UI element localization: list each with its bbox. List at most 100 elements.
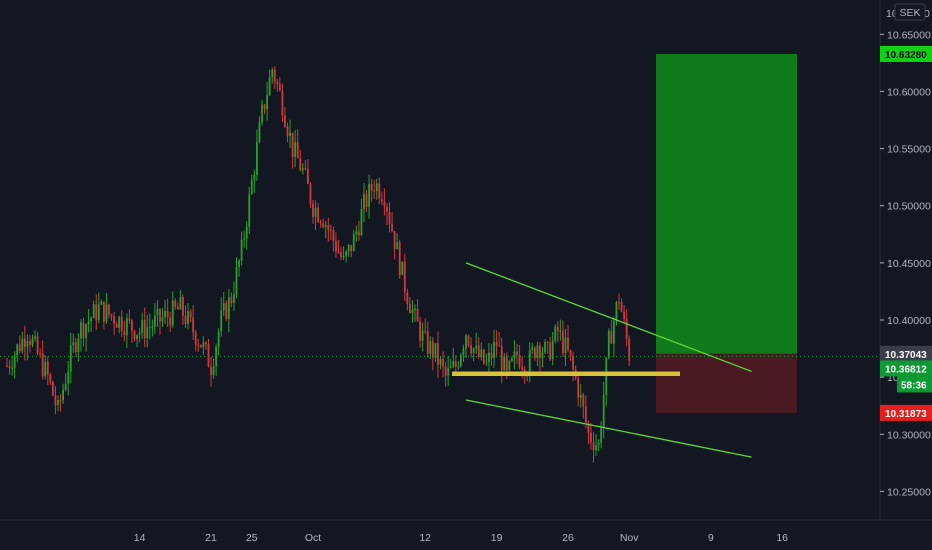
candle-down xyxy=(340,252,342,258)
candle-down xyxy=(309,184,312,204)
channel-upper-trendline[interactable] xyxy=(465,262,752,373)
candle-down xyxy=(424,330,427,332)
candle-down xyxy=(419,321,421,341)
time-tick-label: Oct xyxy=(305,532,321,544)
candle-up xyxy=(613,320,615,344)
candle-down xyxy=(299,158,302,171)
candle-down xyxy=(143,319,146,339)
candle-down xyxy=(358,231,360,236)
candle-up xyxy=(268,77,271,96)
candle-up xyxy=(452,361,455,367)
candle-up xyxy=(154,315,156,327)
candle-down xyxy=(437,342,439,365)
time-tick-label: Nov xyxy=(620,532,639,544)
candle-down xyxy=(426,331,429,354)
candle-up xyxy=(100,301,103,305)
candle-down xyxy=(500,346,503,371)
candle-up xyxy=(342,255,345,258)
candle-up xyxy=(179,297,182,310)
candle-down xyxy=(556,326,559,332)
profit-zone[interactable] xyxy=(656,53,797,354)
candle-down xyxy=(378,183,381,199)
candle-down xyxy=(29,340,31,345)
candle-up xyxy=(345,251,348,256)
candle-up xyxy=(21,338,24,351)
candle-up xyxy=(396,242,399,250)
candle-up xyxy=(235,266,238,295)
candle-up xyxy=(439,359,442,365)
time-tick-label: 14 xyxy=(134,532,146,544)
candle-down xyxy=(23,338,26,348)
candle-down xyxy=(409,303,411,314)
candle-up xyxy=(513,351,516,359)
candle-down xyxy=(569,349,572,357)
candle-down xyxy=(628,338,631,361)
candle-up xyxy=(564,337,567,353)
candle-up xyxy=(595,445,597,451)
candle-up xyxy=(449,366,452,368)
candle-up xyxy=(531,347,534,350)
candle-up xyxy=(360,209,363,236)
price-axis[interactable]: 10.70000 SEK 10.2500010.3000010.3500010.… xyxy=(879,0,932,520)
time-tick-label: 12 xyxy=(419,532,431,544)
candle-up xyxy=(62,389,64,401)
plot-area[interactable] xyxy=(0,53,880,463)
price-tick-label: 10.60000 xyxy=(887,86,931,98)
currency-label: SEK xyxy=(899,7,920,19)
price-tag-current[interactable]: 10.36812 58:36 xyxy=(880,360,932,393)
candle-down xyxy=(263,104,266,110)
candle-down xyxy=(623,311,625,320)
candle-up xyxy=(105,304,108,322)
price-tag-bg xyxy=(880,360,932,377)
candle-up xyxy=(164,310,166,318)
candle-down xyxy=(518,355,521,368)
candle-up xyxy=(579,394,582,398)
candle-up xyxy=(271,69,274,78)
time-axis[interactable]: 14 21 25 Oct 12 19 26 Nov 9 16 xyxy=(0,519,932,550)
candle-up xyxy=(475,345,478,349)
candle-down xyxy=(8,365,11,368)
price-tag-target[interactable]: 10.63280 xyxy=(880,45,932,62)
candle-down xyxy=(174,300,177,307)
candle-up xyxy=(434,342,437,358)
candle-up xyxy=(11,367,13,369)
loss-zone[interactable] xyxy=(656,353,797,413)
candle-up xyxy=(217,331,220,347)
candle-down xyxy=(128,318,131,321)
candle-up xyxy=(148,326,151,328)
candle-up xyxy=(161,317,164,322)
candle-down xyxy=(184,315,187,324)
candle-down xyxy=(230,297,233,303)
candle-up xyxy=(26,340,29,348)
candle-down xyxy=(276,81,279,84)
candle-down xyxy=(393,231,396,250)
candle-down xyxy=(329,229,332,231)
candle-up xyxy=(465,335,467,349)
candle-up xyxy=(289,132,291,137)
candle-up xyxy=(301,168,304,171)
candle-down xyxy=(406,292,409,304)
candle-up xyxy=(457,365,460,367)
price-tag-entry[interactable]: 10.37043 xyxy=(880,345,932,362)
candle-up xyxy=(375,183,378,192)
candle-up xyxy=(238,260,240,267)
candle-down xyxy=(546,342,549,344)
candle-down xyxy=(317,207,319,222)
candle-down xyxy=(533,347,536,359)
candle-down xyxy=(590,432,592,443)
candle-up xyxy=(171,300,174,326)
candle-up xyxy=(77,338,80,352)
candle-up xyxy=(256,142,258,175)
channel-lower-trendline[interactable] xyxy=(465,399,752,458)
candle-up xyxy=(429,341,432,354)
price-tag-bg xyxy=(880,45,932,62)
candle-down xyxy=(312,203,314,217)
candle-down xyxy=(123,331,126,336)
candle-up xyxy=(202,342,205,348)
candle-up xyxy=(488,352,490,363)
price-tag-stop[interactable]: 10.31873 xyxy=(880,404,932,421)
candle-up xyxy=(411,309,414,314)
candle-down xyxy=(625,319,628,339)
currency-badge[interactable] xyxy=(894,3,926,21)
